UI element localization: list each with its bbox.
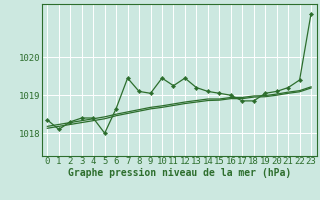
X-axis label: Graphe pression niveau de la mer (hPa): Graphe pression niveau de la mer (hPa) [68,168,291,178]
